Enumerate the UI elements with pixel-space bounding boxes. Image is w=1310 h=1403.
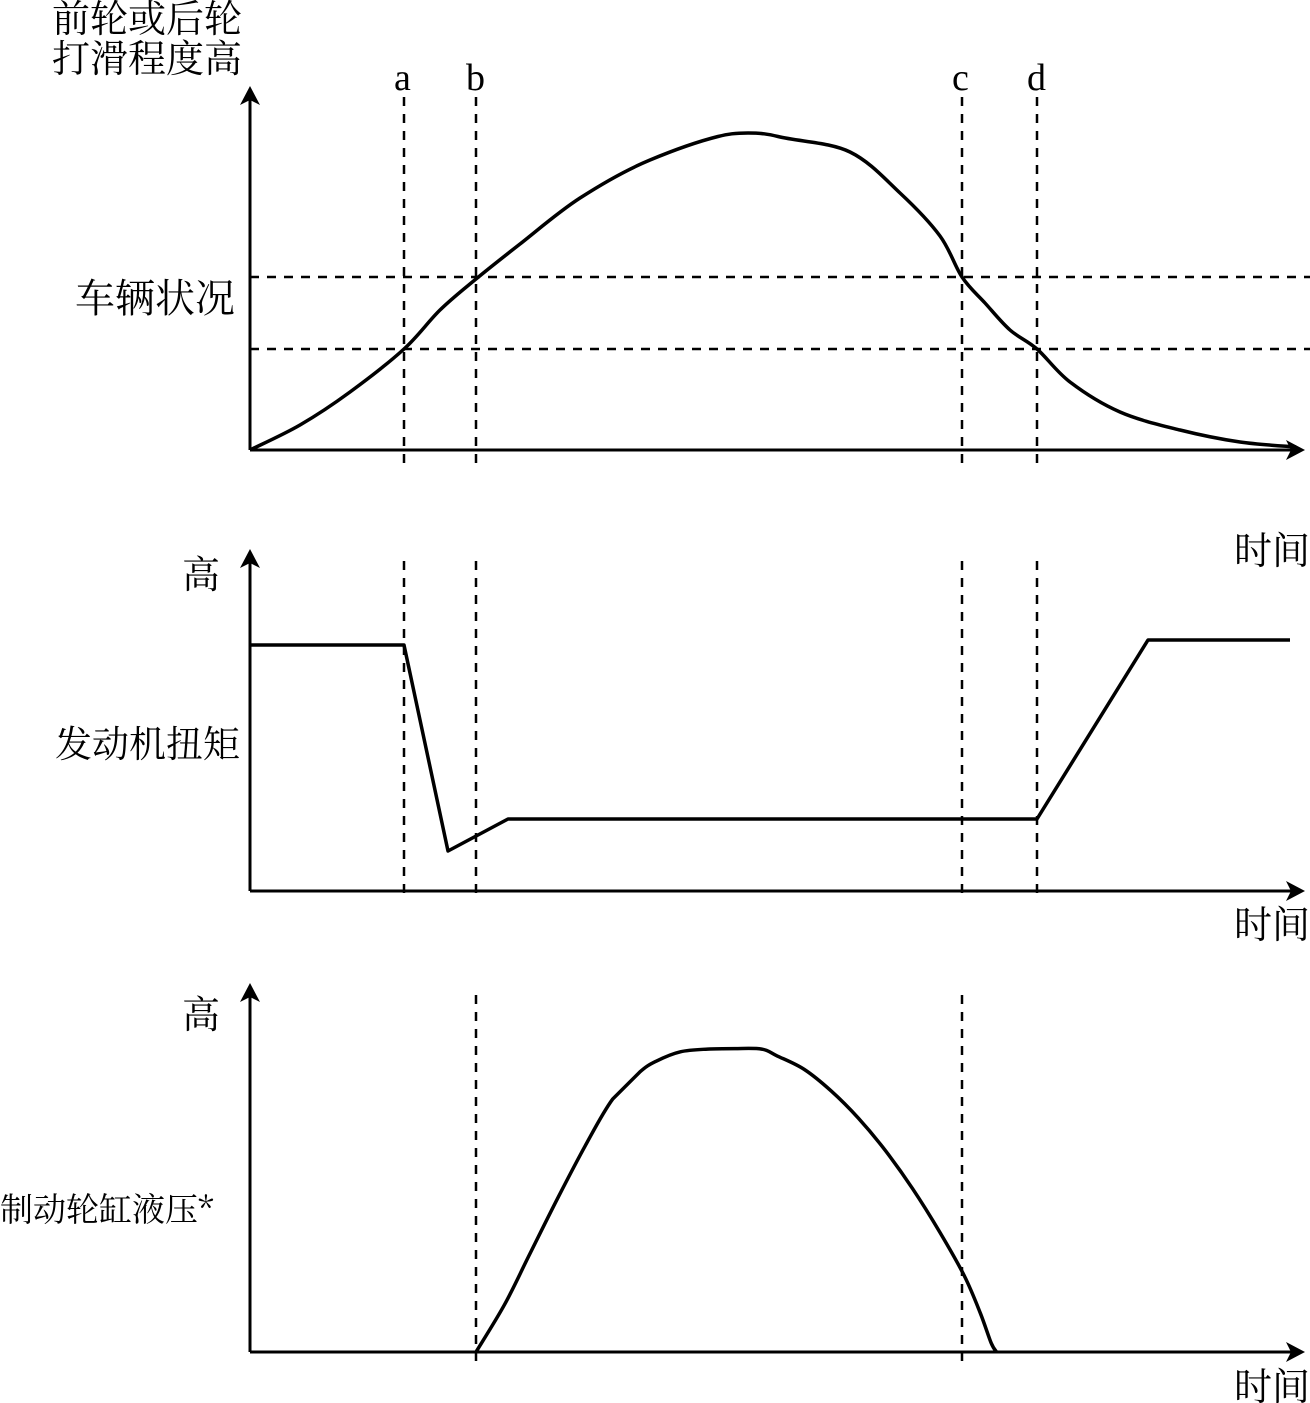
svg-text:a: a (394, 57, 411, 99)
svg-text:时间: 时间 (1234, 894, 1310, 949)
svg-text:制动轮缸液压*: 制动轮缸液压* (0, 1184, 214, 1231)
svg-text:高: 高 (182, 544, 220, 599)
svg-text:b: b (466, 57, 485, 99)
svg-text:时间: 时间 (1234, 1356, 1310, 1403)
svg-text:c: c (952, 57, 969, 99)
svg-text:高: 高 (182, 984, 220, 1039)
svg-text:发动机扭矩: 发动机扭矩 (55, 714, 240, 768)
svg-text:打滑程度高: 打滑程度高 (52, 28, 242, 83)
svg-text:d: d (1027, 57, 1046, 99)
svg-text:车辆状况: 车辆状况 (75, 267, 235, 324)
svg-text:时间: 时间 (1234, 520, 1310, 575)
